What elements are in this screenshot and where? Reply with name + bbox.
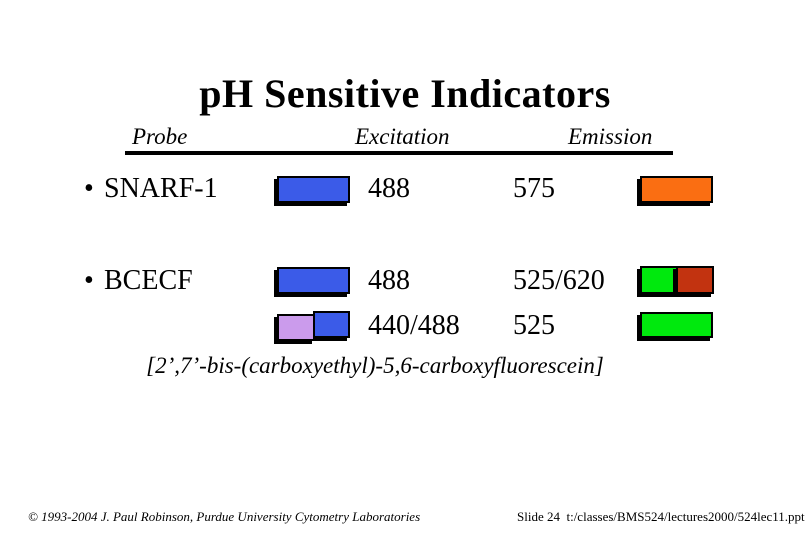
probe-label: SNARF-1: [104, 173, 218, 204]
excitation-color-swatch-blue: [277, 267, 350, 294]
emission-color-swatch-dark-red: [676, 266, 714, 294]
column-header-emission: Emission: [568, 124, 653, 149]
probe-bullet: •: [84, 265, 94, 296]
formula-caption: [2’,7’-bis-(carboxyethyl)-5,6-carboxyflu…: [146, 353, 604, 378]
excitation-color-swatch-violet: [277, 314, 315, 341]
emission-color-swatch-split: [640, 266, 714, 294]
excitation-value: 488: [368, 265, 410, 296]
emission-value: 525/620: [513, 265, 605, 296]
probe-label: BCECF: [104, 265, 193, 296]
excitation-value: 440/488: [368, 310, 460, 341]
probe-bullet: •: [84, 173, 94, 204]
emission-value: 525: [513, 310, 555, 341]
emission-value: 575: [513, 173, 555, 204]
emission-color-swatch-green: [640, 312, 713, 338]
excitation-color-swatch-blue: [312, 311, 350, 338]
excitation-color-swatch-split: [277, 311, 350, 341]
emission-color-swatch-green: [640, 266, 678, 294]
slide-reference-text: Slide 24 t:/classes/BMS524/lectures2000/…: [517, 509, 805, 524]
excitation-color-swatch-blue: [277, 176, 350, 203]
column-header-probe: Probe: [132, 124, 188, 149]
slide-title: pH Sensitive Indicators: [199, 71, 611, 116]
column-header-excitation: Excitation: [355, 124, 450, 149]
header-underline: [125, 151, 673, 155]
excitation-value: 488: [368, 173, 410, 204]
copyright-text: © 1993-2004 J. Paul Robinson, Purdue Uni…: [28, 509, 421, 524]
emission-color-swatch-orange: [640, 176, 713, 203]
